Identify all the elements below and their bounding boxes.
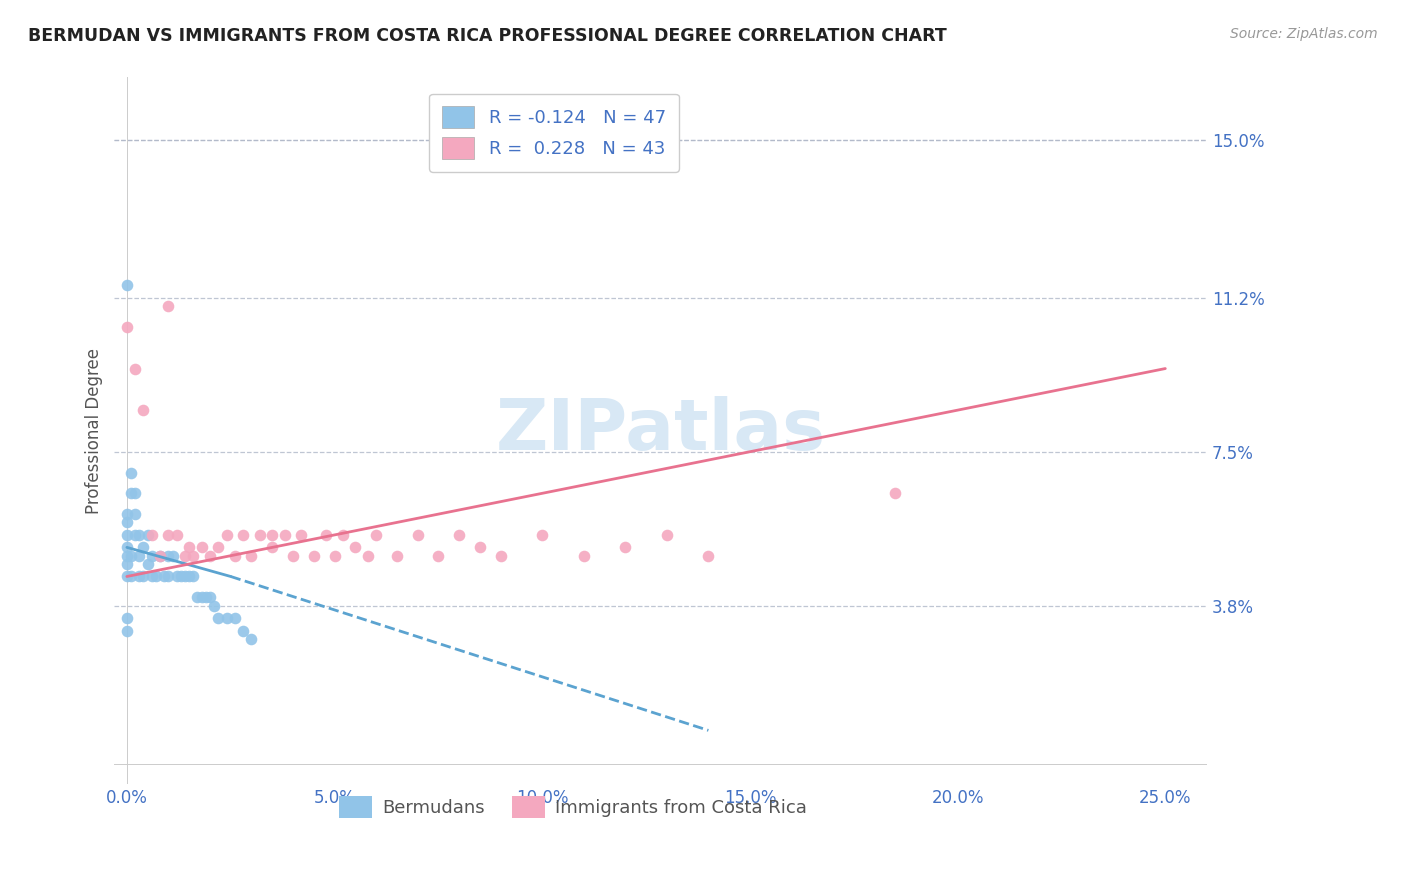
Point bbox=[215, 611, 238, 625]
Point bbox=[489, 549, 512, 563]
Point bbox=[128, 549, 150, 563]
Point bbox=[170, 569, 193, 583]
Point bbox=[132, 569, 155, 583]
Point bbox=[132, 541, 155, 555]
Point bbox=[115, 528, 138, 542]
Point bbox=[128, 569, 150, 583]
Legend: Bermudans, Immigrants from Costa Rica: Bermudans, Immigrants from Costa Rica bbox=[332, 789, 814, 825]
Point bbox=[183, 549, 205, 563]
Point bbox=[115, 278, 138, 293]
Point bbox=[115, 624, 138, 638]
Point bbox=[120, 486, 142, 500]
Point bbox=[262, 528, 284, 542]
Point bbox=[157, 549, 180, 563]
Point bbox=[145, 569, 167, 583]
Point bbox=[202, 599, 225, 613]
Point bbox=[141, 569, 163, 583]
Point bbox=[468, 541, 491, 555]
Point bbox=[323, 549, 346, 563]
Point bbox=[302, 549, 325, 563]
Point bbox=[174, 569, 197, 583]
Point bbox=[232, 528, 254, 542]
Point bbox=[124, 486, 146, 500]
Point bbox=[174, 549, 197, 563]
Point bbox=[141, 549, 163, 563]
Point bbox=[198, 591, 221, 605]
Point bbox=[153, 569, 176, 583]
Point bbox=[166, 528, 188, 542]
Point bbox=[224, 549, 246, 563]
Point bbox=[128, 528, 150, 542]
Point bbox=[572, 549, 595, 563]
Point bbox=[162, 549, 184, 563]
Point bbox=[136, 528, 159, 542]
Point bbox=[183, 569, 205, 583]
Point bbox=[115, 549, 138, 563]
Point bbox=[274, 528, 297, 542]
Point bbox=[124, 507, 146, 521]
Point bbox=[115, 320, 138, 334]
Point bbox=[157, 528, 180, 542]
Point bbox=[115, 611, 138, 625]
Point bbox=[224, 611, 246, 625]
Y-axis label: Professional Degree: Professional Degree bbox=[86, 348, 103, 514]
Text: BERMUDAN VS IMMIGRANTS FROM COSTA RICA PROFESSIONAL DEGREE CORRELATION CHART: BERMUDAN VS IMMIGRANTS FROM COSTA RICA P… bbox=[28, 27, 946, 45]
Point bbox=[281, 549, 304, 563]
Point bbox=[357, 549, 380, 563]
Point bbox=[149, 549, 172, 563]
Point bbox=[124, 528, 146, 542]
Point bbox=[344, 541, 367, 555]
Point bbox=[132, 403, 155, 417]
Point bbox=[240, 549, 263, 563]
Point bbox=[124, 361, 146, 376]
Point bbox=[115, 557, 138, 571]
Point bbox=[614, 541, 637, 555]
Point bbox=[149, 549, 172, 563]
Point bbox=[194, 591, 217, 605]
Text: Source: ZipAtlas.com: Source: ZipAtlas.com bbox=[1230, 27, 1378, 41]
Point bbox=[427, 549, 450, 563]
Point bbox=[120, 549, 142, 563]
Point bbox=[157, 299, 180, 313]
Point bbox=[179, 541, 201, 555]
Point bbox=[232, 624, 254, 638]
Point bbox=[290, 528, 312, 542]
Point bbox=[115, 516, 138, 530]
Point bbox=[215, 528, 238, 542]
Point bbox=[179, 569, 201, 583]
Point bbox=[115, 541, 138, 555]
Point bbox=[120, 569, 142, 583]
Point bbox=[141, 528, 163, 542]
Point bbox=[655, 528, 678, 542]
Point bbox=[198, 549, 221, 563]
Point bbox=[136, 557, 159, 571]
Point bbox=[315, 528, 337, 542]
Point bbox=[697, 549, 720, 563]
Point bbox=[240, 632, 263, 646]
Point bbox=[385, 549, 408, 563]
Point bbox=[249, 528, 271, 542]
Point bbox=[190, 591, 212, 605]
Point bbox=[190, 541, 212, 555]
Point bbox=[166, 569, 188, 583]
Text: ZIPatlas: ZIPatlas bbox=[495, 396, 825, 466]
Point bbox=[262, 541, 284, 555]
Point bbox=[115, 507, 138, 521]
Point bbox=[186, 591, 208, 605]
Point bbox=[120, 466, 142, 480]
Point bbox=[364, 528, 387, 542]
Point bbox=[449, 528, 471, 542]
Point bbox=[406, 528, 429, 542]
Point bbox=[332, 528, 354, 542]
Point bbox=[207, 541, 229, 555]
Point bbox=[531, 528, 554, 542]
Point bbox=[115, 569, 138, 583]
Point bbox=[884, 486, 907, 500]
Point bbox=[207, 611, 229, 625]
Point bbox=[157, 569, 180, 583]
